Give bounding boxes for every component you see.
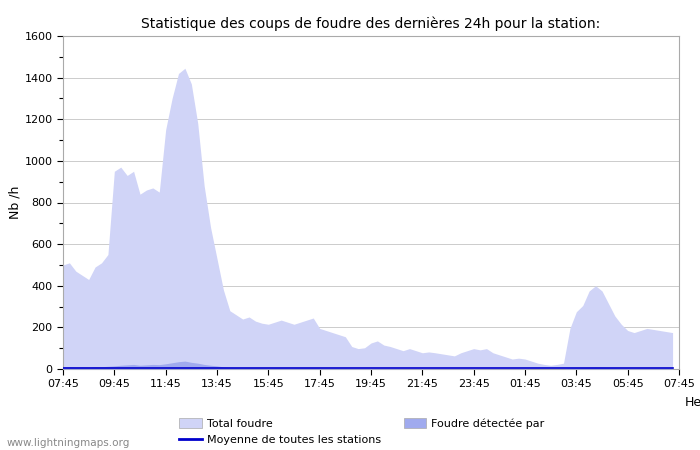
X-axis label: Heure: Heure: [685, 396, 700, 409]
Legend: Total foudre, Moyenne de toutes les stations, Foudre détectée par: Total foudre, Moyenne de toutes les stat…: [179, 418, 545, 445]
Title: Statistique des coups de foudre des dernières 24h pour la station:: Statistique des coups de foudre des dern…: [141, 16, 601, 31]
Y-axis label: Nb /h: Nb /h: [8, 186, 22, 219]
Text: www.lightningmaps.org: www.lightningmaps.org: [7, 438, 130, 448]
